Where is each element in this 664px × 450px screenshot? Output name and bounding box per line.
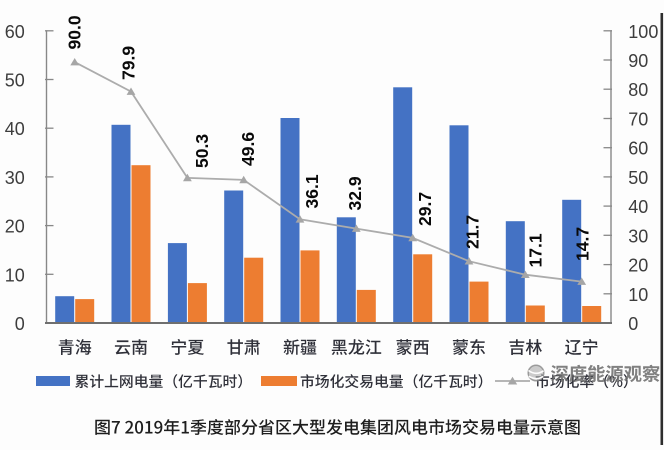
svg-text:90: 90 (628, 51, 648, 71)
svg-text:80: 80 (628, 80, 648, 100)
svg-text:21.7: 21.7 (462, 215, 482, 249)
svg-text:0: 0 (628, 314, 638, 334)
svg-text:29.7: 29.7 (415, 192, 435, 226)
svg-text:60: 60 (5, 22, 25, 42)
svg-text:50: 50 (5, 71, 25, 91)
svg-text:17.1: 17.1 (526, 233, 546, 267)
svg-text:0: 0 (15, 314, 25, 334)
svg-text:60: 60 (628, 139, 648, 159)
svg-text:30: 30 (628, 226, 648, 246)
svg-text:14.7: 14.7 (573, 227, 593, 261)
svg-text:40: 40 (628, 197, 648, 217)
svg-text:50.3: 50.3 (192, 134, 212, 168)
svg-text:30: 30 (5, 168, 25, 188)
svg-text:90.0: 90.0 (65, 15, 85, 49)
svg-text:10: 10 (5, 265, 25, 285)
svg-text:100: 100 (628, 22, 658, 42)
svg-text:50: 50 (628, 168, 648, 188)
svg-text:10: 10 (628, 285, 648, 305)
svg-text:40: 40 (5, 119, 25, 139)
svg-text:20: 20 (5, 217, 25, 237)
svg-text:49.6: 49.6 (238, 132, 258, 166)
svg-text:79.9: 79.9 (119, 46, 139, 80)
svg-text:20: 20 (628, 256, 648, 276)
svg-text:32.9: 32.9 (345, 176, 365, 210)
svg-text:36.1: 36.1 (302, 174, 322, 208)
svg-text:70: 70 (628, 110, 648, 130)
